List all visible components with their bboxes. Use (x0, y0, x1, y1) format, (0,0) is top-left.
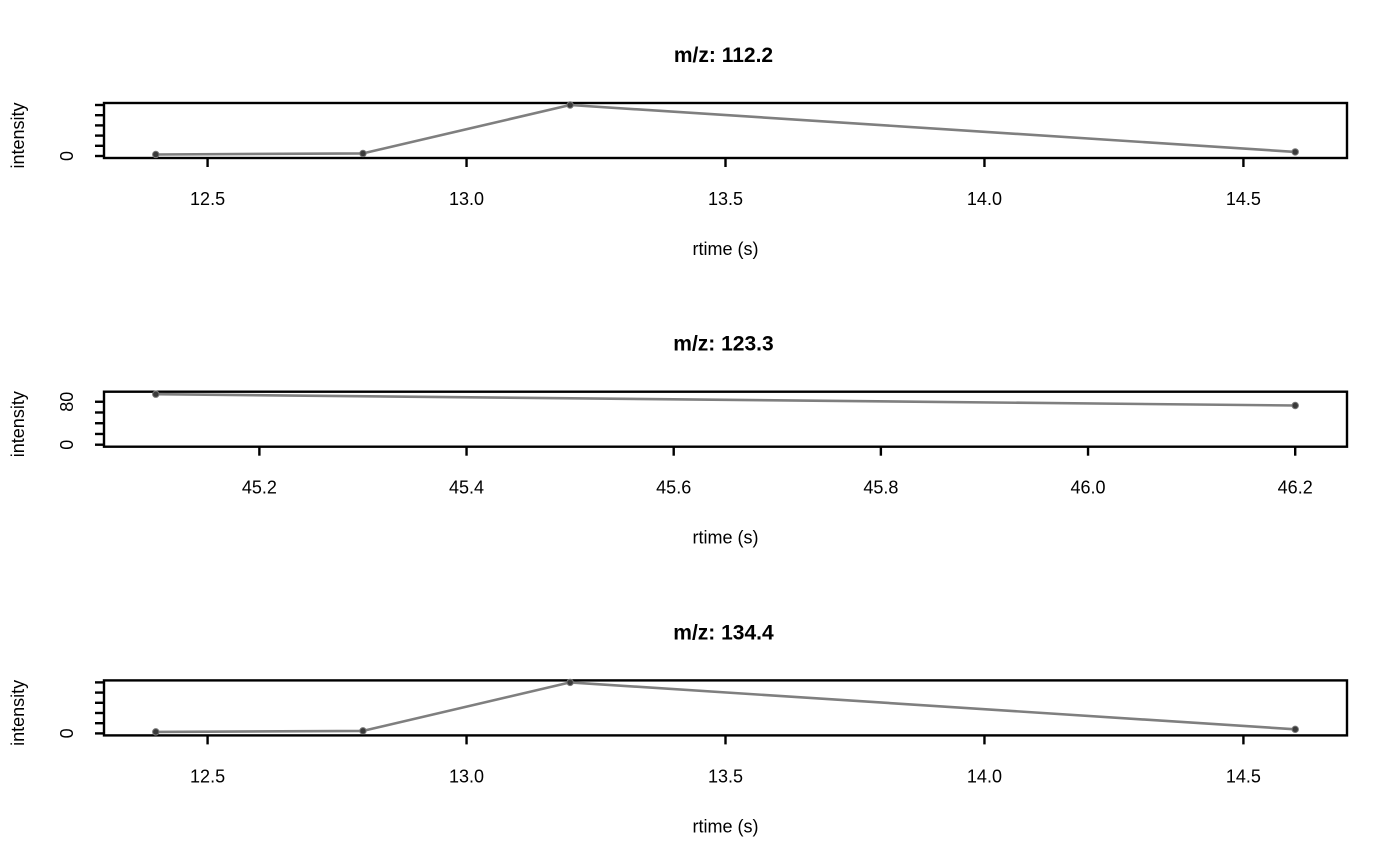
series-line (155, 681, 1296, 734)
data-point (1291, 725, 1299, 734)
x-axis-label: rtime (s) (693, 239, 759, 259)
x-tick-label: 13.0 (449, 766, 484, 786)
x-tick-label: 45.4 (449, 478, 484, 498)
x-tick-label: 14.0 (967, 189, 1002, 209)
x-tick-label: 13.5 (708, 189, 743, 209)
x-tick-label: 45.6 (656, 478, 691, 498)
x-tick-label: 13.5 (708, 766, 743, 786)
data-point (566, 678, 574, 687)
y-axis-label: intensity (8, 680, 28, 746)
series-line (155, 392, 1296, 407)
chart-panel-3: m/z: 134.4 12.5 13.0 13.5 14.0 14.5 0 rtime (s)… (8, 621, 1349, 836)
y-axis-label: intensity (8, 391, 28, 457)
x-axis-label: rtime (s) (693, 528, 759, 548)
chart-panel-1: m/z: 112.2 12.5 13.0 13.5 14.0 14.5 0 rtime (s)… (8, 44, 1349, 259)
plot-frame (102, 390, 1349, 448)
chart-title: m/z: 112.2 (674, 44, 773, 67)
x-tick-label: 45.8 (863, 478, 898, 498)
x-tick-label: 13.0 (449, 189, 484, 209)
x-tick-label: 12.5 (190, 189, 225, 209)
chart-title: m/z: 134.4 (673, 621, 774, 644)
x-tick-label: 12.5 (190, 766, 225, 786)
data-point (359, 727, 367, 735)
y-axis-label: intensity (8, 102, 28, 168)
x-tick-label: 14.0 (967, 766, 1002, 786)
y-tick-label: 0 (57, 728, 77, 738)
x-tick-label: 46.2 (1278, 478, 1313, 498)
y-tick-label: 80 (57, 392, 77, 412)
chart-title: m/z: 123.3 (673, 333, 773, 356)
data-point (1291, 148, 1299, 156)
data-point (152, 150, 160, 159)
data-point (1291, 401, 1299, 410)
x-tick-label: 46.0 (1071, 478, 1106, 498)
data-point (152, 390, 160, 398)
y-tick-label: 0 (57, 151, 77, 161)
y-tick-label: 0 (57, 440, 77, 450)
data-point (566, 101, 574, 109)
data-point (359, 149, 367, 158)
series-line (155, 103, 1296, 156)
x-tick-label: 45.2 (242, 478, 277, 498)
x-tick-label: 14.5 (1226, 189, 1261, 209)
data-point (152, 728, 160, 736)
chart-panel-2: m/z: 123.3 45.2 45.4 45.6 45.8 46.0 46.2 0 80 rti… (8, 333, 1349, 548)
x-axis-label: rtime (s) (693, 816, 759, 836)
x-tick-label: 14.5 (1226, 766, 1261, 786)
